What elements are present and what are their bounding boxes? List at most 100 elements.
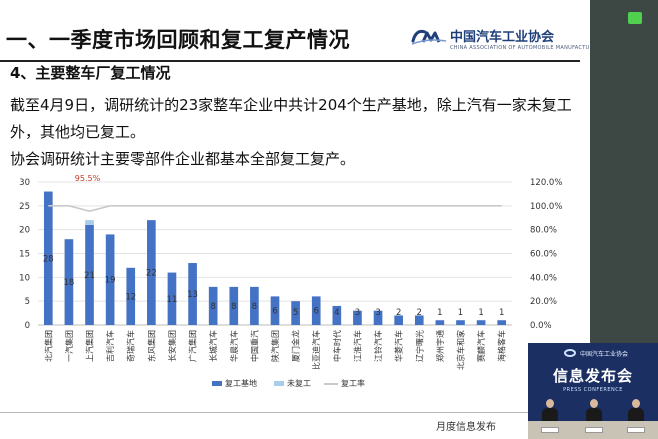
bar-data-label: 2: [417, 308, 422, 318]
category-label: 奇瑞汽车: [126, 330, 136, 362]
category-label: 一汽集团: [64, 330, 74, 362]
legend-label-rate: 复工率: [341, 379, 365, 388]
bar-data-label: 8: [252, 302, 257, 312]
bar-data-label: 1: [458, 308, 463, 318]
video-title: 信息发布会: [552, 367, 633, 385]
legend-swatch-rate: [324, 382, 338, 385]
category-label: 上汽集团: [85, 330, 95, 362]
category-label: 长城汽车: [208, 330, 218, 362]
legend-item-rate: 复工率: [324, 378, 365, 389]
y-left-tick-label: 15: [19, 250, 30, 260]
bar-data-label: 4: [334, 308, 339, 318]
y-right-tick-label: 0.0%: [530, 321, 552, 331]
category-label: 江淮汽车: [352, 330, 362, 362]
y-left-tick-label: 5: [25, 297, 30, 307]
bar-data-label: 5: [293, 308, 298, 318]
resumption-chart: 0510152025300.0%20.0%40.0%60.0%80.0%100.…: [19, 174, 562, 370]
name-plate: [541, 427, 559, 433]
speaker-figure: [542, 399, 558, 425]
bar-resumed: [394, 315, 403, 325]
category-label: 广汽集团: [188, 330, 198, 362]
y-right-tick-label: 120.0%: [530, 178, 562, 188]
caam-logo-icon: [411, 29, 447, 45]
bar-data-label: 6: [272, 307, 277, 317]
section-heading: 4、主要整车厂复工情况: [10, 64, 171, 82]
y-left-tick-label: 25: [19, 202, 30, 212]
bar-data-label: 19: [105, 276, 116, 286]
bar-data-label: 13: [187, 290, 198, 300]
bar-resumed: [85, 224, 94, 325]
video-logo-icon: [564, 349, 576, 357]
legend-label-resumed: 复工基地: [225, 379, 257, 388]
y-left-tick-label: 10: [19, 273, 30, 283]
video-org-name: 中国汽车工业协会: [580, 351, 629, 358]
bar-data-label: 1: [437, 308, 442, 318]
bar-data-label: 11: [167, 295, 178, 305]
bar-resumed: [332, 305, 342, 325]
bar-not-resumed: [85, 220, 94, 225]
y-left-tick-label: 30: [19, 178, 30, 188]
paragraph-vehicle-makers: 截至4月9日，调研统计的23家整车企业中共计204个生产基地，除上汽有一家未复工…: [10, 96, 572, 141]
category-label: 北京车和家: [455, 330, 465, 370]
bar-resumed: [270, 296, 280, 325]
bar-data-label: 3: [355, 308, 360, 318]
rate-annotation: 95.5%: [75, 174, 101, 183]
footer-text: 月度信息发布: [436, 422, 496, 433]
y-right-tick-label: 20.0%: [530, 297, 557, 307]
y-left-tick-label: 0: [25, 321, 30, 331]
legend-swatch-not-resumed: [274, 381, 284, 386]
bar-data-label: 22: [146, 269, 157, 279]
footer-divider: [0, 412, 580, 413]
legend-label-not-resumed: 未复工: [287, 379, 311, 388]
bar-resumed: [497, 320, 507, 325]
y-right-tick-label: 40.0%: [530, 273, 557, 283]
paragraph-parts-suppliers: 协会调研统计主要零部件企业都基本全部复工复产。: [10, 150, 356, 168]
category-label: 郑州宇通: [435, 330, 445, 362]
bar-resumed: [126, 267, 136, 325]
category-label: 江铃汽车: [373, 330, 383, 362]
bar-data-label: 1: [478, 308, 483, 318]
y-left-tick-label: 20: [19, 226, 30, 236]
bar-resumed: [64, 239, 74, 325]
bar-data-label: 12: [125, 292, 136, 302]
bar-resumed: [435, 320, 445, 325]
category-label: 中国重汽: [249, 330, 259, 362]
bar-data-label: 28: [43, 254, 54, 264]
bar-data-label: 8: [210, 302, 215, 312]
video-subtitle: PRESS CONFERENCE: [563, 387, 623, 393]
bar-data-label: 21: [84, 271, 95, 281]
bar-resumed: [311, 296, 321, 325]
status-indicator: [628, 12, 642, 24]
bar-data-label: 6: [314, 307, 319, 317]
category-label: 中车时代: [332, 330, 342, 362]
bar-data-label: 8: [231, 302, 236, 312]
logo-text: 中国汽车工业协会: [450, 30, 555, 45]
bar-resumed: [105, 234, 115, 325]
bar-resumed: [373, 310, 383, 325]
bar-data-label: 2: [396, 308, 401, 318]
bar-resumed: [476, 320, 486, 325]
bar-resumed: [147, 220, 156, 325]
bar-resumed: [250, 286, 259, 325]
name-plate: [627, 427, 645, 433]
bar-resumed: [208, 286, 218, 325]
bar-data-label: 18: [63, 278, 74, 288]
category-label: 厦门金龙: [291, 330, 301, 362]
y-right-tick-label: 80.0%: [530, 226, 557, 236]
category-label: 比亚迪汽车: [311, 330, 321, 370]
legend-item-resumed: 复工基地: [212, 378, 257, 389]
category-label: 辽宁曙光: [414, 330, 424, 362]
bar-resumed: [291, 301, 300, 325]
y-right-tick-label: 100.0%: [530, 202, 562, 212]
legend-swatch-resumed: [212, 381, 222, 386]
name-plate: [585, 427, 603, 433]
rate-line: [48, 205, 502, 213]
bar-resumed: [456, 320, 465, 325]
category-label: 东风集团: [146, 330, 156, 362]
category-label: 华晨汽车: [229, 330, 239, 362]
y-right-tick-label: 60.0%: [530, 250, 557, 260]
bar-data-label: 1: [499, 308, 504, 318]
category-label: 陕汽集团: [270, 330, 280, 362]
logo-subtext: CHINA ASSOCIATION OF AUTOMOBILE MANUFACT…: [450, 45, 604, 51]
category-label: 北汽集团: [43, 330, 53, 362]
